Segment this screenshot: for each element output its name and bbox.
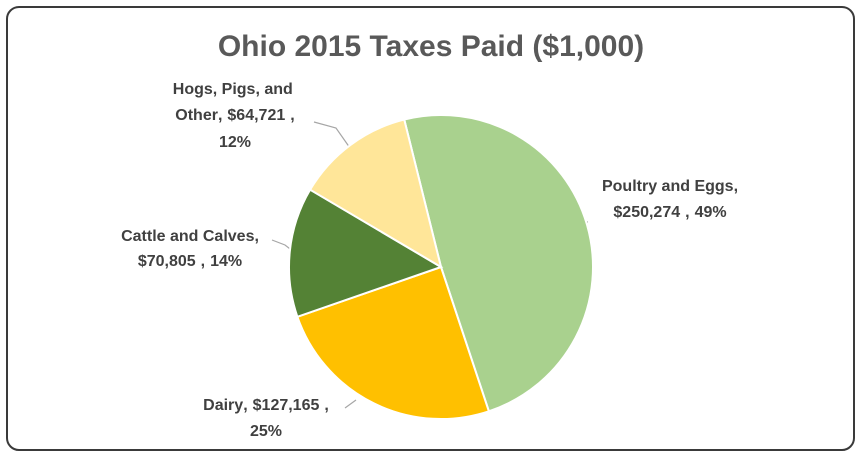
category-label: Cattle and Calves — [121, 228, 254, 245]
category-line: Other — [175, 107, 218, 124]
value-label: $127,165 — [253, 397, 320, 414]
pie-slice — [288, 188, 444, 319]
category-label: Dairy — [203, 397, 243, 414]
percentage-label: 12% — [219, 134, 251, 151]
label-separator: , — [218, 107, 222, 124]
category-label: Poultry and Eggs — [602, 178, 734, 195]
label-separator: , — [685, 204, 689, 221]
label-separator: , — [254, 228, 258, 245]
label-separator: , — [243, 397, 247, 414]
pie-slice — [296, 265, 491, 420]
leader-line — [313, 121, 351, 149]
percentage-label: 14% — [210, 253, 242, 270]
label-separator: , — [734, 178, 738, 195]
pie — [288, 114, 594, 420]
percentage-label: 49% — [695, 204, 727, 221]
data-labels: Poultry and Eggs ,$250,274, 49%Dairy, $127,… — [121, 81, 738, 440]
percentage-label: 25% — [250, 423, 282, 440]
leader-line — [344, 399, 357, 409]
value-label: $70,805 — [138, 253, 196, 270]
pie-slice — [308, 118, 443, 270]
chart-title: Ohio 2015 Taxes Paid ($1,000) — [218, 30, 644, 63]
value-label: $64,721 — [227, 107, 285, 124]
label-separator: , — [201, 253, 205, 270]
label-separator: , — [324, 397, 328, 414]
category-line: Hogs, Pigs, and — [173, 81, 297, 98]
pie-slice — [403, 114, 594, 413]
value-label: $250,274 — [613, 204, 680, 221]
category-label: Hogs, Pigs, and Other — [173, 81, 297, 124]
label-separator: , — [290, 107, 294, 124]
